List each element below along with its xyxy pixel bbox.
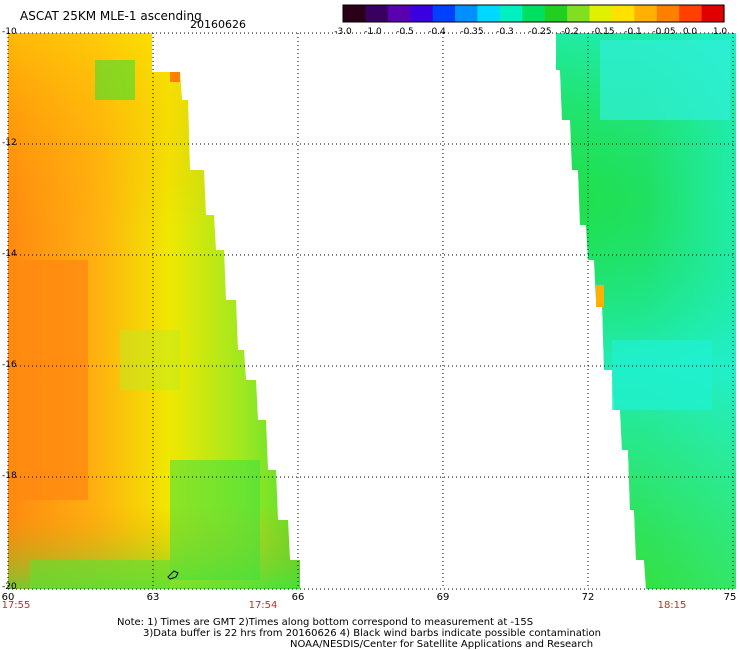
colorbar-label: -3.0 [334,27,352,37]
colorbar-label: -0.1 [624,27,642,37]
colorbar-segment [522,5,546,22]
colorbar-label: -0.25 [528,27,552,37]
colorbar-segment [343,5,367,22]
colorbar-label: -0.4 [428,27,446,37]
time-label: 17:55 [1,600,31,611]
chart-title: ASCAT 25KM MLE-1 ascending [20,9,202,23]
colorbar-segment [701,5,725,22]
colorbar-label: -0.05 [652,27,676,37]
colorbar-segment [611,5,635,22]
lon-label: 72 [581,592,595,603]
date-label: 20160626 [190,18,246,31]
note-line-3: NOAA/NESDIS/Center for Satellite Applica… [290,639,594,650]
colorbar-segment [477,5,501,22]
colorbar-segment [589,5,613,22]
colorbar-segment [656,5,680,22]
lat-label: -12 [2,138,17,148]
lon-label: 75 [723,592,737,603]
colorbar-segment [455,5,479,22]
note-line-2: 3)Data buffer is 22 hrs from 20160626 4)… [143,628,601,639]
right-swath-patches [596,40,730,410]
colorbar-label: -0.15 [591,27,615,37]
colorbar-label: 1.0 [712,27,728,37]
lon-label: 60 [1,592,15,603]
colorbar [342,4,725,23]
colorbar-label: -0.35 [460,27,484,37]
colorbar-segment [387,5,411,22]
lat-label: -18 [2,471,17,481]
colorbar-label: -0.3 [496,27,514,37]
lat-label: -10 [2,27,17,37]
left-swath-patches [8,60,260,589]
time-label: 18:15 [657,600,687,611]
wind-barb-mark [167,570,179,580]
lon-label: 69 [436,592,450,603]
right-swath-shade [556,33,736,589]
colorbar-segment [410,5,434,22]
colorbar-label: 0.0 [682,27,698,37]
colorbar-label: -0.2 [561,27,579,37]
time-label: 17:54 [248,600,278,611]
colorbar-label: -0.5 [396,27,414,37]
colorbar-label: -1.0 [364,27,382,37]
lat-lon-grid [7,32,736,590]
lat-label: -20 [2,582,17,592]
colorbar-segment [365,5,389,22]
colorbar-border [342,4,725,23]
colorbar-segment [544,5,568,22]
colorbar-segment [432,5,456,22]
lon-label: 63 [146,592,160,603]
lon-label: 66 [291,592,305,603]
colorbar-segment [499,5,523,22]
colorbar-segment [679,5,703,22]
note-line-1: Note: 1) Times are GMT 2)Times along bot… [117,617,534,628]
lat-label: -16 [2,360,17,370]
colorbar-segment [567,5,591,22]
lat-label: -14 [2,249,17,259]
colorbar-segment [634,5,658,22]
